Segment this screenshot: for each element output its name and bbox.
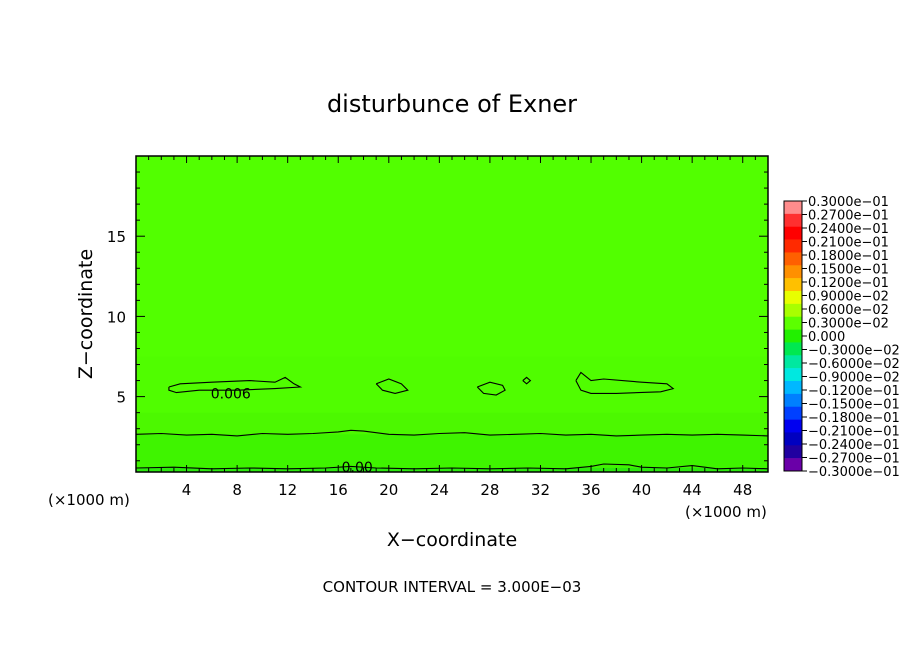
x-tick-label: 8 — [232, 481, 242, 499]
colorbar-label: 0.000 — [808, 330, 845, 345]
contour-fill — [136, 156, 768, 472]
colorbar-swatch — [784, 419, 802, 433]
x-axis: 4 8 12 16 20 24 28 32 36 40 44 48 — [148, 156, 756, 499]
x-axis-label: X−coordinate — [387, 529, 517, 551]
colorbar-swatch — [784, 406, 802, 420]
contour-line-0006-1 — [375, 378, 409, 394]
colorbar-label: 0.2100e−01 — [808, 236, 889, 251]
colorbar-swatch — [784, 252, 802, 266]
contour-line-0000-0 — [136, 463, 768, 470]
colorbar-swatch — [784, 368, 802, 382]
y-axis-label: Z−coordinate — [75, 249, 97, 379]
colorbar-swatch — [784, 432, 802, 446]
x-tick-label: 48 — [733, 481, 752, 499]
colorbar-swatch — [784, 458, 802, 472]
colorbar-label: 0.1500e−01 — [808, 263, 889, 278]
contour-line-0003-0 — [136, 429, 768, 437]
x-tick-label: 44 — [683, 481, 702, 499]
colorbar-label: 0.3000e−02 — [808, 317, 889, 332]
colorbar-swatch — [784, 239, 802, 253]
x-tick-label: 40 — [632, 481, 651, 499]
colorbar-label: −0.1800e−01 — [808, 411, 900, 426]
colorbar-label: −0.9000e−02 — [808, 371, 900, 386]
fill-band-3 — [136, 434, 768, 472]
contour-label-0: 0.006 — [211, 386, 251, 402]
colorbar-swatch — [784, 316, 802, 330]
colorbar-label: −0.2100e−01 — [808, 425, 900, 440]
colorbar-label: −0.3000e−01 — [808, 465, 900, 480]
colorbar-label: 0.6000e−02 — [808, 303, 889, 318]
colorbar-swatch — [784, 303, 802, 318]
colorbar-label: −0.2400e−01 — [808, 438, 900, 453]
x-tick-label: 12 — [278, 481, 297, 499]
colorbar: 0.3000e−010.2700e−010.2400e−010.2100e−01… — [783, 195, 900, 480]
colorbar-swatch — [784, 226, 802, 240]
y-tick-label: 5 — [116, 389, 126, 407]
x-tick-label: 32 — [531, 481, 550, 499]
contour-interval-note: CONTOUR INTERVAL = 3.000E−03 — [323, 578, 582, 596]
colorbar-label: 0.9000e−02 — [808, 290, 889, 305]
contour-line-0006-4 — [575, 371, 675, 394]
colorbar-swatch — [784, 393, 802, 408]
colorbar-swatch — [784, 265, 802, 279]
colorbar-swatch — [784, 381, 802, 395]
colorbar-swatch — [784, 355, 802, 369]
contour-line-0006-2 — [476, 381, 506, 396]
y-tick-label: 10 — [107, 308, 126, 326]
x-tick-label: 16 — [329, 481, 348, 499]
contour-line-0006-0 — [168, 376, 303, 394]
x-tick-label: 4 — [182, 481, 192, 499]
contour-lines: 0.006 0.00 — [136, 371, 768, 476]
colorbar-label: 0.2400e−01 — [808, 222, 889, 237]
colorbar-label: 0.3000e−01 — [808, 195, 889, 210]
colorbar-label: −0.1500e−01 — [808, 398, 900, 413]
y-tick-label: 15 — [107, 228, 126, 246]
x-tick-label: 36 — [581, 481, 600, 499]
colorbar-swatch — [784, 213, 802, 228]
contour-label-1: 0.00 — [342, 460, 373, 476]
chart-title: disturbunce of Exner — [327, 90, 577, 118]
colorbar-label: 0.1200e−01 — [808, 276, 889, 291]
colorbar-swatch — [784, 201, 802, 215]
x-tick-label: 24 — [430, 481, 449, 499]
x-unit-right: (×1000 m) — [685, 503, 767, 521]
contour-line-0006-3 — [522, 376, 532, 385]
colorbar-swatch — [784, 291, 802, 305]
x-unit-left: (×1000 m) — [48, 491, 130, 509]
colorbar-label: −0.6000e−02 — [808, 357, 900, 372]
x-tick-label: 28 — [480, 481, 499, 499]
colorbar-label: 0.1800e−01 — [808, 249, 889, 264]
colorbar-swatch — [784, 445, 802, 459]
colorbar-label: 0.2700e−01 — [808, 209, 889, 224]
colorbar-swatch — [784, 329, 802, 343]
colorbar-swatch — [784, 278, 802, 292]
colorbar-label: −0.2700e−01 — [808, 452, 900, 467]
colorbar-label: −0.1200e−01 — [808, 384, 900, 399]
colorbar-swatch — [784, 342, 802, 356]
colorbar-label: −0.3000e−02 — [808, 344, 900, 359]
y-axis: 5 10 15 — [107, 171, 768, 462]
x-tick-label: 20 — [379, 481, 398, 499]
